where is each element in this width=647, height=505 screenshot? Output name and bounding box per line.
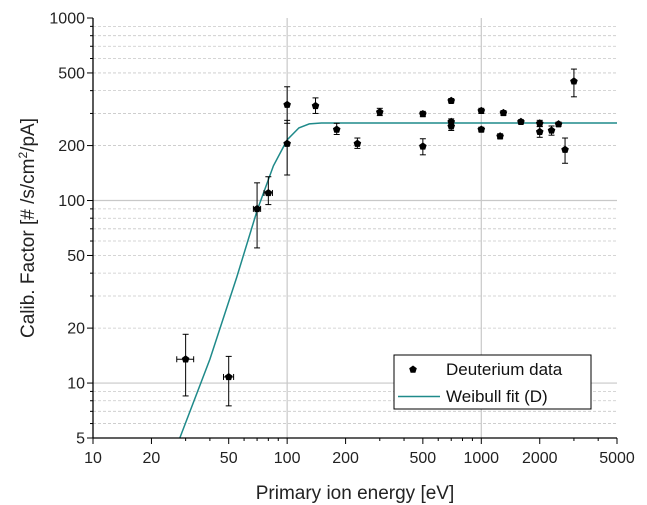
data-point-marker [477,106,486,115]
data-point-12 [419,138,427,156]
y-axis-title-main: Calib. Factor [# /s/cm [18,159,39,339]
data-point-3 [252,182,262,249]
data-point-marker [547,126,556,134]
data-point-marker [253,204,261,213]
x-tick-label: 100 [274,450,301,467]
data-point-marker [447,96,456,104]
x-axis-title: Primary ion energy [eV] [256,483,455,504]
x-tick-label: 1000 [463,450,499,467]
data-point-marker [447,117,456,125]
x-tick-label: 200 [332,450,359,467]
data-point-25 [561,137,569,164]
data-point-20 [517,117,525,125]
y-tick-label: 5 [76,431,85,448]
data-point-10 [375,107,384,117]
y-tick-label: 100 [58,193,85,210]
data-point-marker [264,188,273,197]
fit-line-group [179,122,617,439]
data-point-19 [496,132,504,140]
legend-label-weibull: Weibull fit (D) [446,387,548,406]
y-tick-label: 50 [67,248,85,265]
data-point-marker [375,108,384,116]
data-point-26 [570,68,578,98]
data-point-marker [554,120,563,128]
data-point-marker [332,125,341,133]
data-point-marker [311,101,320,110]
data-point-5 [283,86,291,124]
y-axis-title-superscript: 2 [16,152,30,159]
data-point-22 [535,126,544,138]
data-point-marker [419,109,427,118]
data-point-marker [570,77,578,85]
y-tick-label: 1000 [49,11,85,28]
y-tick-label: 500 [58,65,85,82]
axes: 10 20 50 100 200 500 1000 2000 5000 5 10 20 50 100 200… [49,11,634,468]
data-point-4 [263,176,273,206]
x-tick-label: 20 [143,450,161,467]
y-axis-title: Calib. Factor [# /s/cm2/pA] [16,118,39,338]
data-point-15 [447,117,456,125]
data-point-6 [283,119,291,176]
x-tick-label: 2000 [522,450,558,467]
data-point-18 [499,108,508,117]
data-point-marker [477,125,486,133]
legend-marker-deuterium [409,365,417,373]
data-point-marker [517,117,525,125]
x-tick-label: 5000 [599,450,635,467]
data-point-marker [224,372,233,381]
data-point-marker [561,145,569,153]
legend-box [393,354,592,410]
data-point-13 [447,96,456,104]
data-point-24 [554,120,563,128]
data-point-marker [283,139,291,147]
data-point-16 [477,106,486,115]
y-tick-label: 20 [67,321,85,338]
data-point-8 [332,122,341,136]
y-axis-title-end: /pA] [18,118,39,152]
data-point-1 [176,333,195,397]
data-point-11 [419,109,427,118]
x-tick-label: 50 [220,450,238,467]
data-point-7 [311,97,320,114]
data-point-marker [535,119,544,127]
data-point-2 [222,355,235,407]
data-point-marker [283,100,291,108]
data-point-marker [419,142,427,150]
data-point-21 [535,119,544,127]
legend-label-deuterium: Deuterium data [446,360,563,379]
weibull-fit-line [179,122,617,439]
data-point-23 [547,125,556,136]
data-point-marker [181,355,190,363]
x-tick-label: 500 [410,450,437,467]
data-points-group [176,68,578,407]
y-tick-label: 200 [58,138,85,155]
data-point-marker [535,127,544,135]
data-point-marker [499,108,508,117]
legend: Deuterium data Weibull fit (D) [393,354,592,410]
y-tick-label: 10 [67,376,85,393]
data-point-9 [353,137,362,149]
data-point-marker [496,132,504,140]
data-point-marker [353,139,362,147]
data-point-17 [477,125,486,133]
x-tick-label: 10 [84,450,102,467]
